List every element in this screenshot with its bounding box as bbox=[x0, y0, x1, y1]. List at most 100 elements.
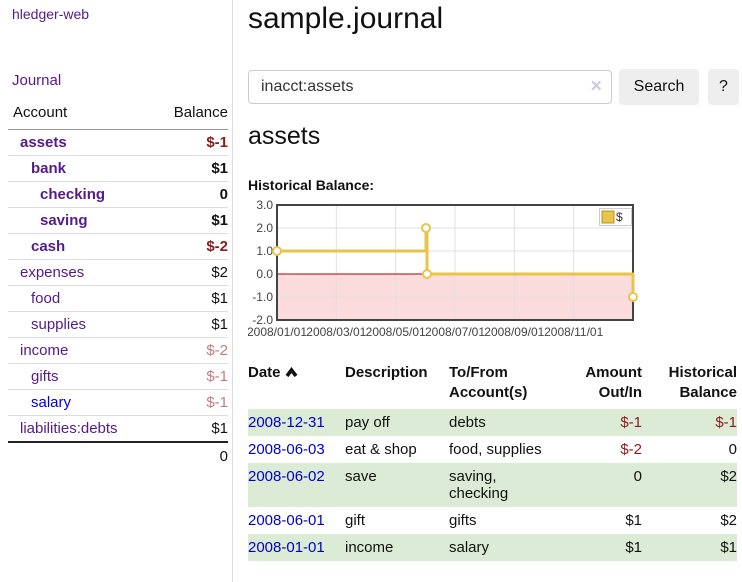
clear-search-icon[interactable]: ✕ bbox=[590, 78, 603, 95]
account-row-checking: checking 0 bbox=[8, 181, 228, 208]
transaction-amount: 0 bbox=[633, 468, 642, 485]
transaction-date-link[interactable]: 2008-01-01 bbox=[248, 539, 325, 556]
transaction-accounts: gifts bbox=[449, 512, 477, 529]
svg-text:-2.0: -2.0 bbox=[252, 313, 273, 327]
account-balance: $-1 bbox=[150, 129, 228, 156]
account-column-header: Account bbox=[8, 100, 151, 130]
account-row-income: income $-2 bbox=[8, 337, 228, 364]
account-link-bank[interactable]: bank bbox=[31, 160, 67, 177]
account-balance: $1 bbox=[150, 155, 228, 182]
sidebar: hledger-web Journal Account Balance asse… bbox=[0, 0, 233, 582]
x-axis-labels: 2008/01/01 2008/03/01 2008/05/01 2008/07… bbox=[247, 325, 604, 339]
transaction-date-link[interactable]: 2008-12-31 bbox=[248, 414, 325, 431]
account-balance: $-1 bbox=[150, 389, 228, 416]
account-heading: assets bbox=[248, 122, 321, 150]
account-link-saving[interactable]: saving bbox=[40, 212, 88, 229]
legend-label: $ bbox=[616, 210, 623, 224]
register-row: 2008-01-01 income salary $1 $1 bbox=[248, 534, 737, 561]
account-row-saving: saving $1 bbox=[8, 207, 228, 234]
accounts-total-row: 0 bbox=[8, 442, 228, 469]
svg-text:2008/07/01: 2008/07/01 bbox=[425, 325, 485, 339]
accounts-total: 0 bbox=[219, 448, 228, 465]
tofrom-column-header: To/From Account(s) bbox=[449, 364, 528, 401]
amount-column-header: Amount Out/In bbox=[585, 364, 642, 401]
app-title-link[interactable]: hledger-web bbox=[12, 6, 90, 22]
transaction-balance: $2 bbox=[720, 512, 737, 529]
account-link-income[interactable]: income bbox=[20, 342, 69, 359]
account-row-expenses: expenses $2 bbox=[8, 259, 228, 286]
transaction-balance: $-1 bbox=[715, 414, 737, 431]
date-column-header[interactable]: Date bbox=[248, 360, 345, 409]
account-link-expenses[interactable]: expenses bbox=[20, 264, 85, 281]
historical-balance-chart: 3.0 2.0 1.0 0.0 -1.0 -2.0 2008/01/01 200… bbox=[247, 198, 648, 342]
svg-text:3.0: 3.0 bbox=[256, 200, 273, 212]
transaction-date-link[interactable]: 2008-06-02 bbox=[248, 468, 325, 485]
account-row-gifts: gifts $-1 bbox=[8, 363, 228, 390]
register-row: 2008-06-03 eat & shop food, supplies $-2… bbox=[248, 436, 737, 463]
transaction-amount: $-1 bbox=[620, 414, 642, 431]
svg-text:2008/05/01: 2008/05/01 bbox=[366, 325, 426, 339]
svg-text:1.0: 1.0 bbox=[256, 244, 273, 258]
account-link-assets[interactable]: assets bbox=[20, 134, 67, 151]
account-balance: $1 bbox=[150, 415, 228, 443]
svg-text:2008/09/01: 2008/09/01 bbox=[484, 325, 544, 339]
search-input[interactable] bbox=[248, 70, 612, 104]
account-row-cash: cash $-2 bbox=[8, 233, 228, 260]
transaction-description: save bbox=[345, 468, 377, 485]
account-balance: $1 bbox=[150, 311, 228, 338]
transaction-balance: 0 bbox=[728, 441, 737, 458]
account-balance: $-2 bbox=[150, 337, 228, 364]
register-header-row: Date Description To/From Account(s) Amou… bbox=[248, 360, 737, 409]
register-row: 2008-06-02 save saving, checking 0 $2 bbox=[248, 463, 737, 507]
register-table: Date Description To/From Account(s) Amou… bbox=[248, 360, 737, 561]
svg-text:2008/11/01: 2008/11/01 bbox=[544, 325, 603, 339]
svg-text:2008/01/01: 2008/01/01 bbox=[248, 325, 307, 339]
svg-text:0.0: 0.0 bbox=[256, 267, 273, 281]
transaction-amount: $1 bbox=[625, 539, 642, 556]
accounts-tree: Account Balance assets $-1 bank $1 check… bbox=[8, 100, 228, 469]
balance-column-header: Historical Balance bbox=[668, 364, 737, 401]
help-button[interactable]: ? bbox=[708, 69, 739, 105]
transaction-description: income bbox=[345, 539, 394, 556]
account-link-cash[interactable]: cash bbox=[31, 238, 66, 255]
account-row-food: food $1 bbox=[8, 285, 228, 312]
chart-legend: $ bbox=[599, 208, 632, 226]
transaction-balance: $1 bbox=[720, 539, 737, 556]
sidebar-item-journal[interactable]: Journal bbox=[12, 72, 62, 89]
account-balance: $1 bbox=[150, 285, 228, 312]
account-row-salary: salary $-1 bbox=[8, 389, 228, 416]
transaction-amount: $-2 bbox=[620, 441, 642, 458]
account-row-supplies: supplies $1 bbox=[8, 311, 228, 338]
account-balance: $-2 bbox=[150, 233, 228, 260]
transaction-date-link[interactable]: 2008-06-03 bbox=[248, 441, 325, 458]
register-row: 2008-12-31 pay off debts $-1 $-1 bbox=[248, 409, 737, 436]
sort-ascending-icon bbox=[285, 367, 297, 377]
account-balance: $-1 bbox=[150, 363, 228, 390]
svg-text:2008/03/01: 2008/03/01 bbox=[306, 325, 366, 339]
account-link-food[interactable]: food bbox=[31, 290, 61, 307]
search-button[interactable]: Search bbox=[619, 69, 699, 105]
legend-swatch bbox=[601, 210, 615, 224]
account-link-gifts[interactable]: gifts bbox=[31, 368, 59, 385]
transaction-accounts: saving, checking bbox=[449, 468, 509, 502]
main-content: sample.journal ✕ Search ? assets Histori… bbox=[234, 0, 742, 582]
page-title: sample.journal bbox=[248, 2, 444, 35]
accounts-header-row: Account Balance bbox=[8, 100, 228, 130]
chart-svg: 3.0 2.0 1.0 0.0 -1.0 -2.0 2008/01/01 200… bbox=[247, 198, 638, 339]
plot-border bbox=[276, 204, 634, 321]
description-column-header: Description bbox=[345, 364, 428, 381]
account-link-supplies[interactable]: supplies bbox=[31, 316, 87, 333]
account-link-salary[interactable]: salary bbox=[31, 394, 72, 411]
account-balance: $1 bbox=[150, 207, 228, 234]
search-form: ✕ Search ? bbox=[248, 69, 742, 105]
register-row: 2008-06-01 gift gifts $1 $2 bbox=[248, 507, 737, 534]
account-link-checking[interactable]: checking bbox=[40, 186, 106, 203]
data-point-markers bbox=[272, 223, 638, 302]
transaction-date-link[interactable]: 2008-06-01 bbox=[248, 512, 325, 529]
transaction-amount: $1 bbox=[625, 512, 642, 529]
account-link-liabilities-debts[interactable]: liabilities:debts bbox=[20, 420, 118, 437]
transaction-accounts: salary bbox=[449, 539, 490, 556]
y-axis-labels: 3.0 2.0 1.0 0.0 -1.0 -2.0 bbox=[252, 198, 273, 327]
svg-text:2.0: 2.0 bbox=[256, 221, 273, 235]
account-balance: 0 bbox=[150, 181, 228, 208]
